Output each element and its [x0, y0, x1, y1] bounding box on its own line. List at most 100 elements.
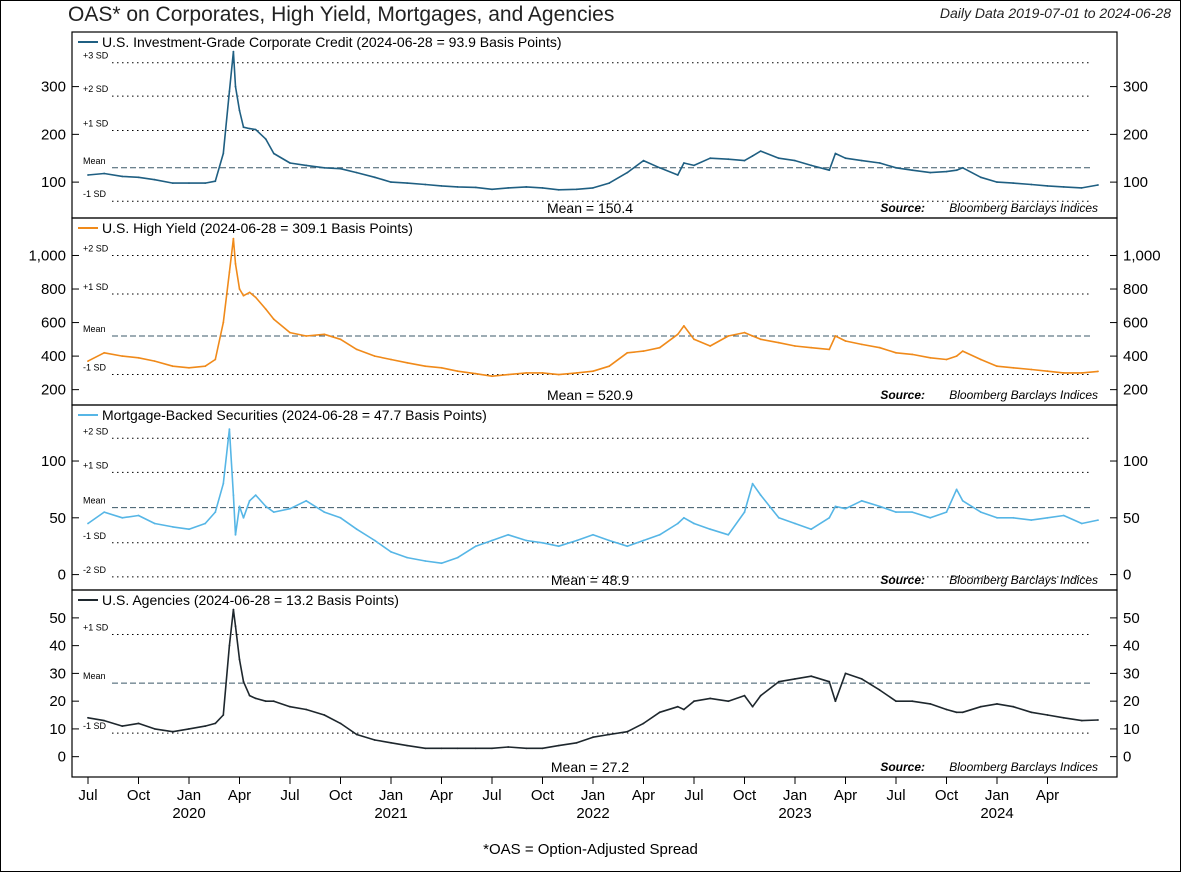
data-point	[456, 747, 459, 750]
data-point	[234, 625, 237, 628]
x-tick-label: Jul	[280, 787, 299, 804]
data-point	[608, 182, 611, 185]
data-point	[929, 171, 932, 174]
y-tick-label-right: 300	[1123, 79, 1148, 96]
reference-line-label: -1 SD	[83, 531, 107, 541]
data-point	[289, 162, 291, 164]
series-line	[87, 608, 1099, 750]
data-point	[575, 188, 578, 191]
reference-line-label: Mean	[83, 671, 106, 681]
data-point	[743, 511, 746, 513]
data-point	[242, 680, 245, 683]
data-point	[87, 716, 89, 719]
data-point	[626, 351, 629, 354]
panel-border	[71, 31, 1118, 219]
data-point	[87, 522, 89, 525]
data-point	[232, 608, 235, 611]
data-point	[541, 747, 544, 750]
data-point	[777, 680, 780, 683]
data-point	[525, 186, 528, 188]
x-tick-label: Apr	[430, 787, 453, 804]
data-point	[575, 741, 578, 744]
data-point	[248, 291, 251, 294]
reference-line-label: -1 SD	[83, 721, 107, 731]
data-point	[592, 533, 594, 536]
data-point	[693, 700, 695, 703]
data-point	[759, 150, 762, 153]
data-point	[557, 744, 560, 747]
data-point	[1097, 184, 1099, 186]
data-point	[1046, 516, 1049, 519]
data-point	[264, 308, 267, 310]
data-point	[373, 355, 376, 357]
data-point	[137, 514, 140, 517]
x-tick-label: Jan	[581, 787, 605, 804]
data-point	[945, 511, 948, 513]
legend-label: Mortgage-Backed Securities (2024-06-28 =…	[102, 407, 487, 423]
data-point	[103, 719, 106, 722]
data-point	[424, 183, 427, 186]
data-point	[232, 50, 235, 53]
data-point	[264, 138, 267, 141]
data-point	[911, 169, 914, 172]
footnote: *OAS = Option-Adjusted Spread	[483, 841, 698, 858]
y-tick-label-left: 100	[41, 453, 66, 470]
data-point	[242, 294, 245, 297]
data-point	[373, 739, 376, 741]
date-range-label: Daily Data 2019-07-01 to 2024-06-28	[939, 5, 1171, 21]
x-tick-label: Jul	[78, 787, 97, 804]
y-tick-label-right: 30	[1123, 665, 1140, 682]
data-point	[955, 488, 958, 491]
data-point	[1080, 719, 1083, 722]
y-tick-label-left: 200	[41, 126, 66, 143]
data-point	[626, 171, 629, 174]
y-tick-label-right: 100	[1123, 453, 1148, 470]
data-point	[961, 499, 964, 502]
data-point	[727, 158, 730, 161]
reference-line-label: +1 SD	[83, 119, 109, 129]
data-point	[1030, 183, 1033, 186]
data-point	[406, 182, 409, 185]
reference-line-label: +1 SD	[83, 460, 109, 470]
data-point	[121, 725, 124, 727]
data-point	[232, 494, 235, 496]
data-point	[955, 169, 958, 172]
data-point	[103, 511, 106, 513]
data-point	[171, 526, 174, 528]
source-label: Source:	[880, 573, 925, 587]
y-tick-label-right: 10	[1123, 721, 1140, 738]
data-point	[406, 556, 409, 559]
data-point	[955, 355, 958, 357]
data-point	[683, 325, 685, 327]
x-tick-label: Jul	[684, 787, 703, 804]
x-tick-label: Jan	[379, 787, 403, 804]
data-point	[339, 516, 342, 519]
y-tick-label-left: 100	[41, 174, 66, 191]
data-point	[491, 539, 493, 542]
data-point	[626, 730, 629, 733]
data-point	[676, 174, 679, 176]
data-point	[895, 700, 897, 703]
data-point	[541, 187, 544, 189]
data-point	[929, 703, 932, 705]
data-point	[860, 159, 863, 162]
data-point	[248, 127, 251, 130]
mean-label: Mean = 48.9	[551, 572, 629, 588]
data-point	[289, 507, 291, 510]
data-point	[232, 237, 235, 240]
data-point	[592, 187, 594, 189]
data-point	[272, 700, 275, 703]
data-point	[658, 166, 661, 169]
data-point	[440, 366, 443, 369]
data-point	[188, 366, 190, 369]
data-point	[945, 170, 948, 173]
data-point	[693, 164, 695, 167]
data-point	[264, 505, 267, 508]
data-point	[541, 541, 544, 544]
data-point	[289, 705, 291, 708]
data-point	[759, 494, 762, 496]
source-text: Bloomberg Barclays Indices	[949, 388, 1098, 402]
y-tick-label-left: 800	[41, 281, 66, 298]
y-tick-label-right: 0	[1123, 749, 1131, 766]
